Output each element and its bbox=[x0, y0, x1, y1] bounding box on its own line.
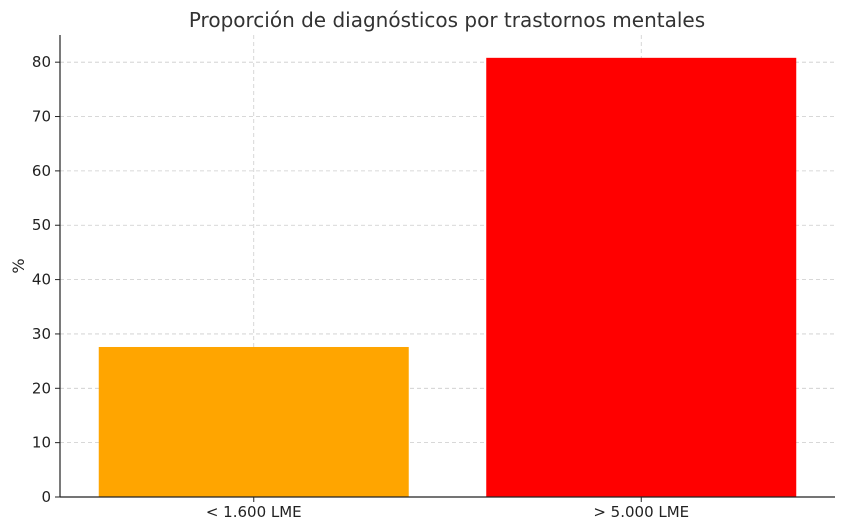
x-axis-ticks: < 1.600 LME > 5.000 LME bbox=[206, 497, 689, 521]
y-tick-label: 60 bbox=[32, 162, 51, 180]
y-tick-label: 0 bbox=[41, 488, 51, 506]
y-tick-label: 70 bbox=[32, 108, 51, 126]
y-tick-label: 50 bbox=[32, 216, 51, 234]
x-tick-label: < 1.600 LME bbox=[206, 503, 302, 521]
y-tick-label: 10 bbox=[32, 434, 51, 452]
chart-title: Proporción de diagnósticos por trastorno… bbox=[189, 8, 705, 32]
y-tick-label: 40 bbox=[32, 271, 51, 289]
y-tick-label: 80 bbox=[32, 53, 51, 71]
bars bbox=[98, 57, 797, 497]
y-tick-label: 20 bbox=[32, 379, 51, 397]
x-tick-label: > 5.000 LME bbox=[593, 503, 689, 521]
y-axis-ticks: 0 10 20 30 40 50 60 70 80 bbox=[32, 53, 60, 506]
bar-2 bbox=[486, 57, 797, 497]
y-tick-label: 30 bbox=[32, 325, 51, 343]
bar-1 bbox=[98, 346, 409, 497]
y-axis-label: % bbox=[9, 258, 28, 273]
